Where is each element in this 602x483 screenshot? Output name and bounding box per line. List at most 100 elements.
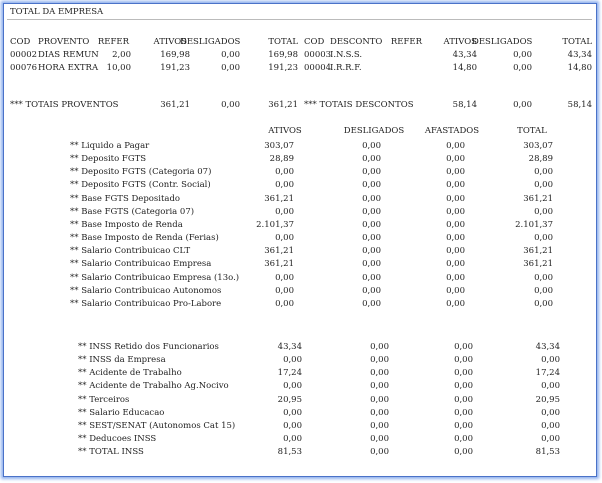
summary-row-afastados: 0,00 [446, 180, 465, 191]
summary-row-desligados: 0,00 [362, 272, 381, 283]
col-header-provento: PROVENTO [38, 37, 90, 47]
summary-row-desligados: 0,00 [362, 259, 381, 270]
summary-row-desligados: 0,00 [362, 233, 381, 244]
summary-row-ativos: 0,00 [275, 285, 294, 296]
inss-row-afastados: 0,00 [454, 355, 473, 366]
col-header-cod-desc: COD [304, 37, 325, 47]
col-header-ativos-desc: ATIVOS [443, 37, 477, 47]
inss-row-ativos: 81,53 [277, 447, 302, 458]
summary-row-ativos: 2.101,37 [256, 219, 294, 230]
entry-desligados: 0,00 [221, 50, 240, 60]
entry-cod: 00002 [10, 50, 38, 60]
summary-row-ativos: 361,21 [264, 259, 294, 270]
inss-row-label: ** Salario Educacao [78, 407, 165, 418]
entry-ativos-desc: 14,80 [452, 62, 477, 73]
col-header-desconto: DESCONTO [330, 37, 383, 47]
entry-cod-desc: 00003 [304, 50, 332, 60]
entry-cod-desc: 00004 [304, 62, 332, 73]
summary-row-ativos: 361,21 [264, 246, 294, 257]
summary-row-total: 0,00 [534, 206, 553, 217]
entry-ativos: 191,23 [160, 62, 190, 73]
summary-row-label: ** Salario Contribuicao Pro-Labore [70, 298, 222, 309]
inss-row-afastados: 0,00 [454, 434, 473, 445]
entry-desconto: I.N.S.S. [330, 50, 363, 60]
summary-row-ativos: 361,21 [264, 193, 294, 204]
inss-row-total: 0,00 [541, 355, 560, 366]
entry-refer: 2,00 [112, 50, 131, 60]
summary-row-total: 303,07 [523, 141, 553, 151]
summary-row-label: ** Base FGTS (Categoria 07) [70, 206, 195, 217]
inss-row-label: ** TOTAL INSS [78, 447, 144, 458]
summary-row-desligados: 0,00 [362, 193, 381, 204]
inss-row-afastados: 0,00 [454, 394, 473, 405]
summary-row-afastados: 0,00 [446, 272, 465, 283]
inss-row-desligados: 0,00 [370, 368, 389, 379]
inss-row-desligados: 0,00 [370, 342, 389, 352]
inss-row-total: 17,24 [535, 368, 560, 379]
inss-row-label: ** SEST/SENAT (Autonomos Cat 15) [78, 420, 236, 431]
summary-row-label: ** Base Imposto de Renda (Ferias) [70, 233, 219, 244]
col-header-total: TOTAL [268, 37, 298, 47]
totals-proventos-ativos: 361,21 [160, 100, 190, 110]
summary-row-afastados: 0,00 [446, 193, 465, 204]
col-header-cod: COD [10, 37, 31, 47]
inss-row-ativos: 0,00 [283, 407, 302, 418]
summary-row-desligados: 0,00 [362, 141, 381, 151]
summary-row-ativos: 0,00 [275, 206, 294, 217]
inss-row-label: ** Acidente de Trabalho Ag.Nocivo [78, 381, 229, 392]
inss-row-total: 0,00 [541, 407, 560, 418]
summary-header-ativos: ATIVOS [268, 126, 302, 136]
totals-descontos-desligados: 0,00 [513, 100, 532, 110]
inss-row-total: 0,00 [541, 434, 560, 445]
summary-header-desligados: DESLIGADOS [343, 126, 405, 136]
totals-proventos-total: 361,21 [268, 100, 298, 110]
inss-row-label: ** Acidente de Trabalho [78, 368, 182, 379]
entry-provento: HORA EXTRA [38, 62, 99, 73]
title-underline [7, 19, 592, 20]
summary-row-desligados: 0,00 [362, 246, 381, 257]
totals-proventos-desligados: 0,00 [221, 100, 240, 110]
inss-row-ativos: 43,34 [277, 342, 302, 352]
summary-row-desligados: 0,00 [362, 206, 381, 217]
summary-row-ativos: 0,00 [275, 167, 294, 178]
entry-total: 169,98 [268, 50, 298, 60]
inss-row-total: 0,00 [541, 420, 560, 431]
totals-proventos-label: *** TOTAIS PROVENTOS [10, 100, 119, 110]
inss-row-desligados: 0,00 [370, 434, 389, 445]
summary-row-total: 0,00 [534, 272, 553, 283]
inss-row-ativos: 0,00 [283, 420, 302, 431]
summary-row-desligados: 0,00 [362, 154, 381, 165]
inss-row-desligados: 0,00 [370, 355, 389, 366]
inss-row-afastados: 0,00 [454, 342, 473, 352]
summary-row-ativos: 0,00 [275, 233, 294, 244]
report-title: TOTAL DA EMPRESA [10, 7, 104, 17]
summary-row-afastados: 0,00 [446, 285, 465, 296]
inss-row-afastados: 0,00 [454, 447, 473, 458]
summary-row-afastados: 0,00 [446, 206, 465, 217]
totals-descontos-total: 58,14 [567, 100, 592, 110]
summary-row-ativos: 303,07 [264, 141, 294, 151]
entry-provento: DIAS REMUN [38, 50, 99, 60]
entry-desligados: 0,00 [221, 62, 240, 73]
summary-row-afastados: 0,00 [446, 219, 465, 230]
summary-row-label: ** Base FGTS Depositado [70, 193, 181, 204]
entry-ativos: 169,98 [160, 50, 190, 60]
entry-desligados-desc: 0,00 [513, 50, 532, 60]
summary-row-afastados: 0,00 [446, 233, 465, 244]
summary-row-total: 0,00 [534, 233, 553, 244]
summary-row-total: 361,21 [523, 246, 553, 257]
summary-row-desligados: 0,00 [362, 285, 381, 296]
summary-row-afastados: 0,00 [446, 141, 465, 151]
summary-row-desligados: 0,00 [362, 167, 381, 178]
summary-row-ativos: 28,89 [269, 154, 294, 165]
inss-row-total: 43,34 [535, 342, 560, 352]
inss-row-desligados: 0,00 [370, 394, 389, 405]
inss-row-total: 20,95 [535, 394, 560, 405]
summary-row-label: ** Salario Contribuicao Empresa (13o.) [70, 272, 240, 283]
summary-header-total: TOTAL [517, 126, 547, 136]
inss-row-desligados: 0,00 [370, 381, 389, 392]
summary-row-total: 0,00 [534, 285, 553, 296]
inss-row-ativos: 0,00 [283, 381, 302, 392]
inss-row-ativos: 17,24 [277, 368, 302, 379]
inss-row-label: ** Deducoes INSS [78, 434, 157, 445]
